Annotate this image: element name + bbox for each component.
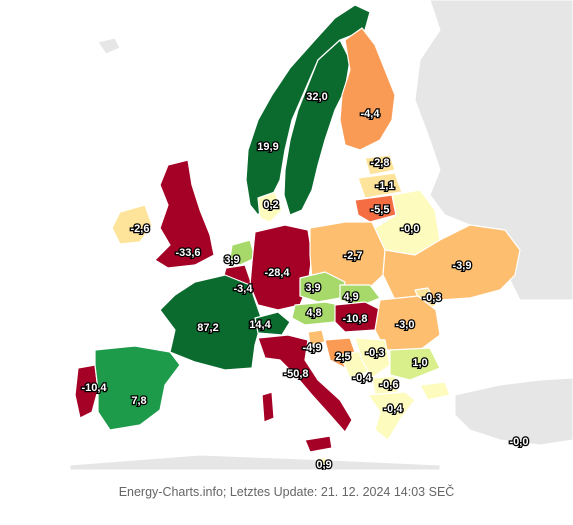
label-czechia: 3,9 xyxy=(305,282,320,294)
country-slovakia[interactable] xyxy=(339,284,381,307)
label-belgium: -3,4 xyxy=(234,283,254,295)
background-iceland-islands xyxy=(97,37,121,55)
label-sweden: 19,9 xyxy=(257,141,278,153)
country-estonia[interactable] xyxy=(364,154,396,176)
country-malta[interactable] xyxy=(317,457,327,466)
country-sweden[interactable] xyxy=(283,39,351,216)
country-france[interactable] xyxy=(159,274,263,371)
background-russia xyxy=(414,0,573,301)
label-bosnia: -0,4 xyxy=(353,372,373,384)
background-turkey xyxy=(454,377,573,446)
country-finland[interactable] xyxy=(339,27,396,151)
label-switzerland: 14,4 xyxy=(249,319,271,331)
label-italy: -50,8 xyxy=(283,368,308,380)
label-ukraine: -3,9 xyxy=(453,260,472,272)
label-turkey: -0,0 xyxy=(510,436,529,448)
label-norway: 32,0 xyxy=(306,91,327,103)
country-great-britain[interactable] xyxy=(154,159,215,269)
label-germany: -28,4 xyxy=(264,267,290,279)
label-slovenia: -4,9 xyxy=(303,342,322,354)
label-croatia: 2,5 xyxy=(335,351,350,363)
label-latvia: -1,1 xyxy=(376,180,395,192)
label-hungary: -10,8 xyxy=(342,313,367,325)
country-spain[interactable] xyxy=(94,345,181,431)
label-finland: -4,4 xyxy=(361,108,381,120)
label-denmark: 0,2 xyxy=(263,199,278,211)
country-ireland[interactable] xyxy=(111,204,153,245)
country-switzerland[interactable] xyxy=(254,311,291,336)
country-lithuania[interactable] xyxy=(354,194,397,223)
country-denmark[interactable] xyxy=(257,191,283,223)
background-africa xyxy=(69,454,441,470)
country-netherlands[interactable] xyxy=(229,239,256,266)
country-greece[interactable] xyxy=(367,391,416,441)
label-north-macedonia: -0,6 xyxy=(380,379,399,391)
label-moldova: -0,3 xyxy=(423,292,442,304)
label-great-britain: -33,6 xyxy=(175,247,200,259)
label-estonia: -2,8 xyxy=(371,157,390,169)
country-serbia[interactable] xyxy=(354,337,391,379)
country-italy[interactable] xyxy=(257,334,353,433)
label-netherlands: 3,9 xyxy=(224,254,239,266)
label-belarus: -0,0 xyxy=(401,223,420,235)
footer-attribution: Energy-Charts.info; Letztes Update: 21. … xyxy=(118,485,455,499)
country-italy-sicily[interactable] xyxy=(304,435,333,453)
label-lithuania: -5,5 xyxy=(371,204,390,216)
label-ireland: -2,6 xyxy=(131,223,150,235)
country-turkey[interactable] xyxy=(419,381,451,401)
label-malta: 0,9 xyxy=(316,459,331,470)
label-austria: 4,8 xyxy=(306,307,321,319)
label-bulgaria: 1,0 xyxy=(412,357,427,369)
label-spain: 7,8 xyxy=(131,395,146,407)
country-bulgaria[interactable] xyxy=(389,347,441,381)
country-romania[interactable] xyxy=(374,295,441,351)
label-greece: -0,4 xyxy=(384,403,404,415)
country-latvia[interactable] xyxy=(357,172,403,199)
label-romania: -3,0 xyxy=(396,319,415,331)
country-italy-sardinia[interactable] xyxy=(261,391,275,423)
label-poland: -2,7 xyxy=(344,250,363,262)
label-slovakia: 4,9 xyxy=(343,291,358,303)
label-serbia: -0,3 xyxy=(366,347,385,359)
europe-map: 32,0 19,9 -4,4 -2,8 -1,1 -5,5 -0,0 0,2 -… xyxy=(69,0,573,470)
label-portugal: -10,4 xyxy=(81,382,107,394)
label-france: 87,2 xyxy=(197,322,218,334)
